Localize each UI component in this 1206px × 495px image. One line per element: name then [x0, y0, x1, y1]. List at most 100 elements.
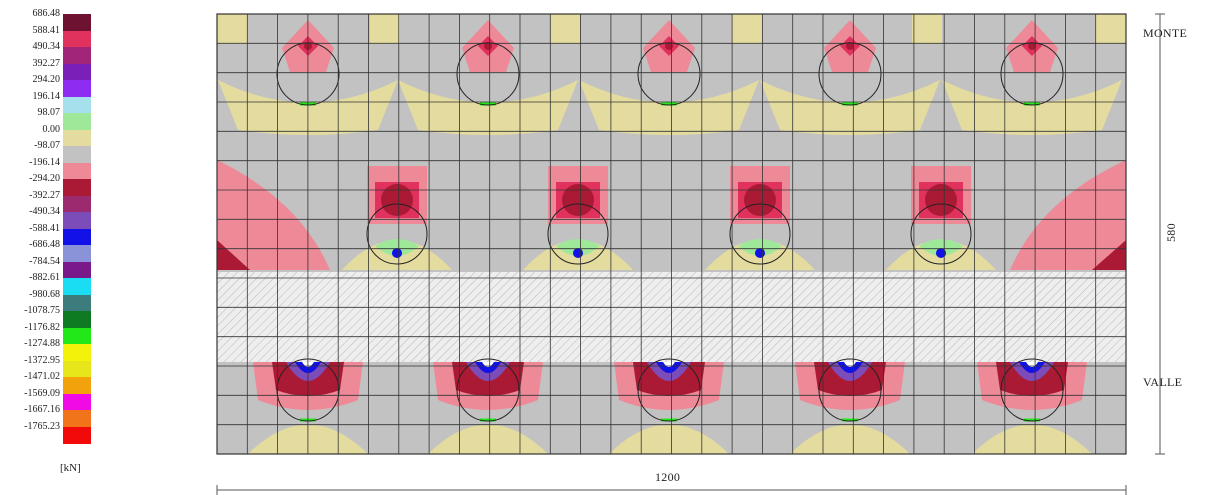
pile-core [846, 42, 854, 50]
legend-value: -490.34 [29, 206, 60, 217]
legend-swatch [63, 212, 91, 229]
green-region [738, 239, 782, 256]
legend-value: 294.20 [32, 74, 61, 85]
legend-value: 392.27 [32, 57, 61, 69]
green-region [375, 239, 419, 256]
legend-swatch [63, 393, 91, 411]
legend-value: -1765.23 [24, 420, 60, 432]
light-region [790, 424, 910, 454]
legend-value: 0.00 [42, 123, 61, 135]
legend-swatch [63, 278, 91, 295]
legend-swatch [63, 245, 91, 262]
legend-swatch [63, 344, 91, 361]
light-region [370, 14, 400, 44]
legend-swatch [63, 294, 91, 312]
valle-label: VALLE [1143, 375, 1183, 389]
pile-core-blue [573, 248, 583, 258]
legend-swatch [63, 228, 91, 246]
pile-region-blue [837, 362, 863, 373]
plot-border [216, 13, 1127, 455]
pile-outline [818, 358, 882, 422]
legend-value: 686.48 [32, 8, 61, 19]
legend-value: -294.20 [29, 173, 60, 184]
legend-value: -588.41 [29, 222, 60, 234]
green-region [556, 239, 600, 256]
legend-swatch [63, 261, 91, 279]
green-region [919, 239, 963, 256]
legend-value: -1372.95 [24, 354, 60, 366]
pile-outline [547, 203, 609, 265]
pile-core-blue [392, 248, 402, 258]
legend-value: -1569.09 [24, 387, 60, 399]
pile-core-blue [755, 248, 765, 258]
pile-outline [1000, 358, 1064, 422]
legend-swatch [63, 146, 91, 163]
light-region [942, 80, 1122, 135]
pile-core [562, 184, 594, 216]
light-region [217, 14, 247, 44]
legend-value: -1667.16 [24, 404, 60, 415]
height-dimension-label: 580 [1164, 223, 1178, 242]
width-dimension-label: 1200 [655, 470, 681, 484]
legend-swatch [63, 360, 91, 378]
legend-value: -1078.75 [24, 305, 60, 316]
side-region-right [1010, 160, 1126, 270]
pile-core [744, 184, 776, 216]
legend-value: -98.07 [34, 140, 60, 151]
pile-region-blue [1019, 362, 1045, 373]
pile-outline [729, 203, 791, 265]
legend-value: 196.14 [32, 90, 61, 102]
side-region-left [217, 160, 330, 270]
legend-value: -196.14 [29, 156, 60, 168]
pile-core [925, 184, 957, 216]
pile-outline [637, 358, 701, 422]
legend-value: -686.48 [29, 239, 60, 250]
legend-swatch [63, 426, 91, 444]
pile-core-blue [936, 248, 946, 258]
legend-swatch [63, 179, 91, 196]
legend-value: -980.68 [29, 288, 60, 300]
pile-outline [456, 358, 520, 422]
light-region [912, 14, 942, 44]
legend-swatch [63, 80, 91, 97]
legend-swatch [63, 47, 91, 64]
legend-swatch [63, 129, 91, 147]
legend-unit: [kN] [60, 462, 81, 474]
pile-outline [366, 203, 428, 265]
legend-value: -882.61 [29, 272, 60, 283]
legend-swatch [63, 311, 91, 328]
light-region [579, 80, 759, 135]
legend-swatch [63, 162, 91, 180]
legend-swatch [63, 113, 91, 130]
light-region [732, 14, 762, 44]
legend-swatch [63, 195, 91, 213]
pile-core [665, 42, 673, 50]
pile-region-blue [656, 362, 682, 373]
legend-swatch [63, 14, 91, 31]
legend-value: 98.07 [37, 107, 61, 118]
pile-region-blue [475, 362, 501, 373]
legend-value: -1176.82 [24, 321, 60, 333]
light-region [609, 424, 729, 454]
side-region-right-core [1092, 240, 1126, 270]
legend-value: -784.54 [29, 255, 60, 267]
light-region [1096, 14, 1126, 44]
legend-swatch [63, 96, 91, 114]
pile-outline [910, 203, 972, 265]
legend-swatch [63, 63, 91, 81]
monte-label: MONTE [1143, 26, 1188, 40]
light-region [398, 80, 578, 135]
legend-value: 588.41 [32, 24, 61, 36]
legend-value: -392.27 [29, 189, 60, 201]
legend-value: 490.34 [32, 41, 61, 52]
light-region [972, 424, 1092, 454]
color-legend: 686.48 588.41 490.34 392.27 294.20 196.14 98.0… [0, 0, 130, 495]
pile-core [381, 184, 413, 216]
legend-swatch [63, 327, 91, 345]
light-region [760, 80, 940, 135]
side-region-left-core [217, 240, 250, 270]
legend-value: -1471.02 [24, 371, 60, 382]
legend-value: -1274.88 [24, 338, 60, 349]
light-region [428, 424, 548, 454]
